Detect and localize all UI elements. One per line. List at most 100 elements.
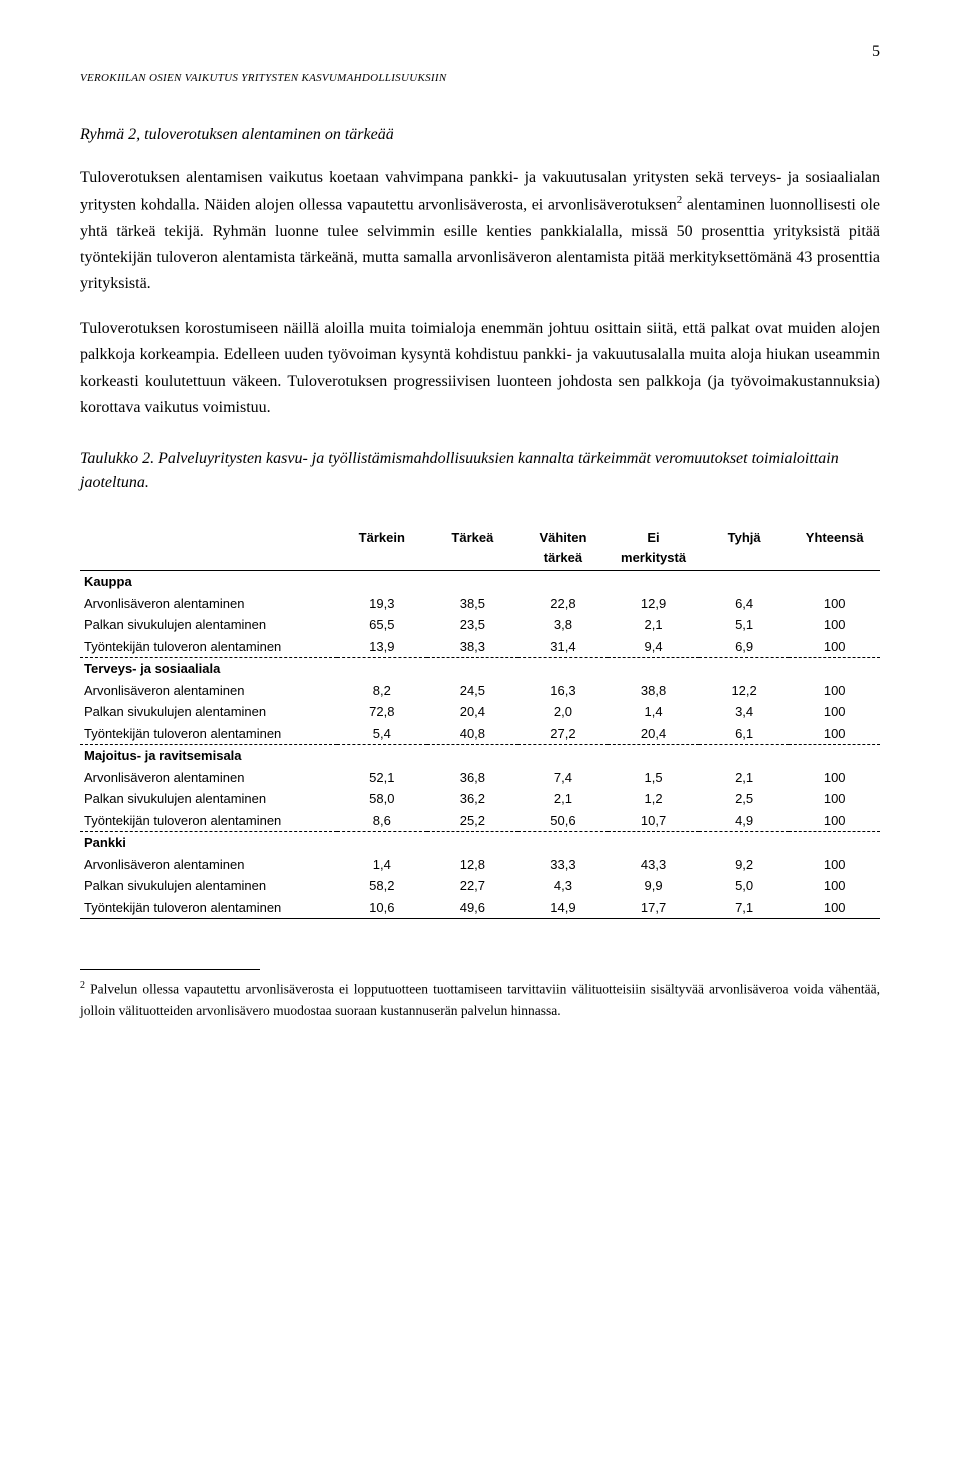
cell-value: 5,0 (699, 875, 790, 897)
body-paragraph-1: Tuloverotuksen alentamisen vaikutus koet… (80, 165, 880, 298)
row-label: Työntekijän tuloveron alentaminen (80, 897, 337, 919)
cell-value: 19,3 (337, 593, 428, 615)
table-group: KauppaArvonlisäveron alentaminen19,338,5… (80, 571, 880, 658)
cell-value: 100 (789, 810, 880, 832)
data-table: TärkeinTärkeäVähitentärkeäEimerkitystäTy… (80, 525, 880, 919)
cell-value: 1,4 (337, 854, 428, 876)
cell-value: 20,4 (608, 723, 699, 745)
cell-value: 100 (789, 767, 880, 789)
cell-value: 13,9 (337, 636, 428, 658)
cell-value: 38,3 (427, 636, 518, 658)
cell-value: 6,9 (699, 636, 790, 658)
column-header (80, 525, 337, 571)
cell-value: 33,3 (518, 854, 609, 876)
group-name: Majoitus- ja ravitsemisala (80, 745, 880, 767)
column-header: Yhteensä (789, 525, 880, 571)
footnote-rule (80, 969, 260, 970)
row-label: Palkan sivukulujen alentaminen (80, 788, 337, 810)
row-label: Työntekijän tuloveron alentaminen (80, 723, 337, 745)
cell-value: 9,4 (608, 636, 699, 658)
cell-value: 58,2 (337, 875, 428, 897)
cell-value: 6,4 (699, 593, 790, 615)
cell-value: 12,8 (427, 854, 518, 876)
cell-value: 100 (789, 636, 880, 658)
cell-value: 9,9 (608, 875, 699, 897)
row-label: Palkan sivukulujen alentaminen (80, 875, 337, 897)
row-label: Arvonlisäveron alentaminen (80, 767, 337, 789)
column-header: Tärkeä (427, 525, 518, 571)
cell-value: 58,0 (337, 788, 428, 810)
cell-value: 23,5 (427, 614, 518, 636)
cell-value: 36,2 (427, 788, 518, 810)
cell-value: 25,2 (427, 810, 518, 832)
cell-value: 5,1 (699, 614, 790, 636)
cell-value: 1,5 (608, 767, 699, 789)
table-row: Palkan sivukulujen alentaminen72,820,42,… (80, 701, 880, 723)
cell-value: 72,8 (337, 701, 428, 723)
cell-value: 8,6 (337, 810, 428, 832)
cell-value: 100 (789, 701, 880, 723)
table-caption: Taulukko 2. Palveluyritysten kasvu- ja t… (80, 447, 880, 495)
cell-value: 2,1 (608, 614, 699, 636)
cell-value: 16,3 (518, 680, 609, 702)
row-label: Palkan sivukulujen alentaminen (80, 701, 337, 723)
cell-value: 4,3 (518, 875, 609, 897)
table-row: Palkan sivukulujen alentaminen58,036,22,… (80, 788, 880, 810)
cell-value: 2,1 (699, 767, 790, 789)
group-name: Terveys- ja sosiaaliala (80, 658, 880, 680)
table-group: Majoitus- ja ravitsemisalaArvonlisäveron… (80, 745, 880, 832)
footnote-text: Palvelun ollessa vapautettu arvonlisäver… (80, 982, 880, 1019)
cell-value: 22,7 (427, 875, 518, 897)
section-heading: Ryhmä 2, tuloverotuksen alentaminen on t… (80, 123, 880, 147)
cell-value: 2,5 (699, 788, 790, 810)
row-label: Työntekijän tuloveron alentaminen (80, 636, 337, 658)
cell-value: 38,5 (427, 593, 518, 615)
table-row: Arvonlisäveron alentaminen8,224,516,338,… (80, 680, 880, 702)
cell-value: 27,2 (518, 723, 609, 745)
cell-value: 100 (789, 897, 880, 919)
cell-value: 100 (789, 614, 880, 636)
body-paragraph-2: Tuloverotuksen korostumiseen näillä aloi… (80, 316, 880, 422)
cell-value: 100 (789, 875, 880, 897)
cell-value: 52,1 (337, 767, 428, 789)
cell-value: 6,1 (699, 723, 790, 745)
cell-value: 10,6 (337, 897, 428, 919)
table-row: Työntekijän tuloveron alentaminen13,938,… (80, 636, 880, 658)
cell-value: 65,5 (337, 614, 428, 636)
row-label: Palkan sivukulujen alentaminen (80, 614, 337, 636)
cell-value: 1,4 (608, 701, 699, 723)
running-header: VEROKIILAN OSIEN VAIKUTUS YRITYSTEN KASV… (80, 70, 880, 87)
cell-value: 22,8 (518, 593, 609, 615)
table-group: Terveys- ja sosiaalialaArvonlisäveron al… (80, 658, 880, 745)
column-header: Eimerkitystä (608, 525, 699, 571)
cell-value: 7,1 (699, 897, 790, 919)
table-row: Palkan sivukulujen alentaminen58,222,74,… (80, 875, 880, 897)
cell-value: 40,8 (427, 723, 518, 745)
cell-value: 4,9 (699, 810, 790, 832)
cell-value: 49,6 (427, 897, 518, 919)
cell-value: 3,8 (518, 614, 609, 636)
cell-value: 100 (789, 854, 880, 876)
footnote: 2 Palvelun ollessa vapautettu arvonlisäv… (80, 978, 880, 1022)
group-name: Pankki (80, 832, 880, 854)
cell-value: 10,7 (608, 810, 699, 832)
table-row: Arvonlisäveron alentaminen52,136,87,41,5… (80, 767, 880, 789)
table-header: TärkeinTärkeäVähitentärkeäEimerkitystäTy… (80, 525, 880, 571)
table-row: Arvonlisäveron alentaminen1,412,833,343,… (80, 854, 880, 876)
group-name: Kauppa (80, 571, 880, 593)
row-label: Arvonlisäveron alentaminen (80, 593, 337, 615)
column-header: Tyhjä (699, 525, 790, 571)
cell-value: 2,1 (518, 788, 609, 810)
table-row: Työntekijän tuloveron alentaminen5,440,8… (80, 723, 880, 745)
cell-value: 8,2 (337, 680, 428, 702)
cell-value: 17,7 (608, 897, 699, 919)
table-group: PankkiArvonlisäveron alentaminen1,412,83… (80, 832, 880, 919)
cell-value: 3,4 (699, 701, 790, 723)
row-label: Arvonlisäveron alentaminen (80, 854, 337, 876)
row-label: Arvonlisäveron alentaminen (80, 680, 337, 702)
table-row: Työntekijän tuloveron alentaminen8,625,2… (80, 810, 880, 832)
cell-value: 9,2 (699, 854, 790, 876)
cell-value: 31,4 (518, 636, 609, 658)
cell-value: 100 (789, 593, 880, 615)
cell-value: 38,8 (608, 680, 699, 702)
